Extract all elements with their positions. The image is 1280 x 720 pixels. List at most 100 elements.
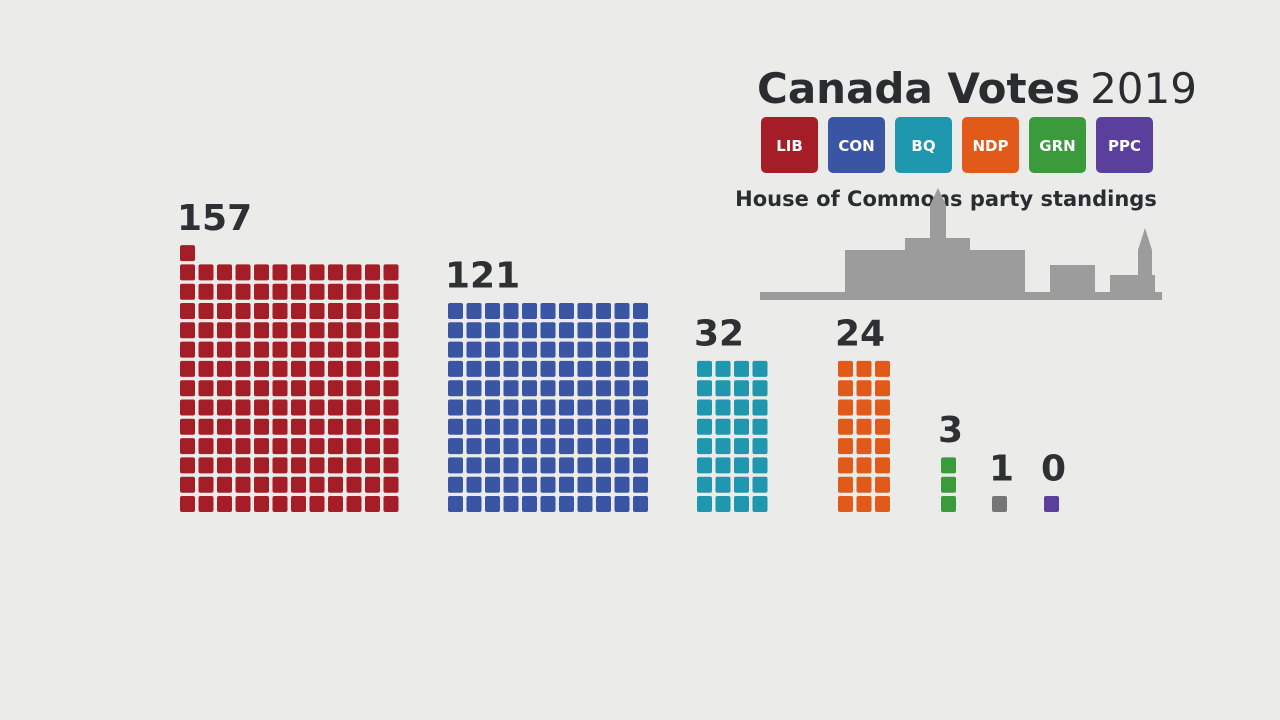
seat-square	[941, 476, 956, 493]
seat-square	[503, 438, 519, 455]
seat-square	[383, 380, 399, 397]
seat-square	[448, 303, 463, 319]
seat-square	[383, 264, 399, 281]
seat-square	[485, 341, 500, 358]
seat-square	[291, 399, 306, 416]
legend-label: BQ	[911, 137, 935, 155]
seat-square	[254, 399, 269, 416]
seat-square	[856, 457, 872, 474]
seat-square	[838, 438, 853, 455]
seat-square	[309, 399, 325, 416]
seat-square	[697, 399, 712, 416]
seat-square	[522, 360, 537, 377]
value-label: 0	[1041, 449, 1066, 490]
legend-label: GRN	[1039, 137, 1075, 155]
seat-square	[383, 476, 399, 493]
seat-square	[198, 496, 214, 512]
seat-square	[633, 496, 648, 512]
seat-square	[309, 496, 325, 512]
seat-square	[328, 264, 343, 281]
seat-square	[485, 399, 500, 416]
seat-square	[838, 360, 853, 377]
seat-square	[217, 418, 232, 435]
seat-square	[365, 418, 380, 435]
seat-square	[875, 360, 890, 377]
seat-square	[180, 380, 195, 397]
seat-square	[633, 438, 648, 455]
seat-square	[217, 283, 232, 300]
seat-square	[383, 438, 399, 455]
seat-square	[734, 399, 749, 416]
seat-square	[697, 438, 712, 455]
value-label: 1	[989, 449, 1014, 490]
seat-square	[503, 360, 519, 377]
seat-square	[734, 418, 749, 435]
seat-square	[365, 438, 380, 455]
seat-square	[734, 438, 749, 455]
seat-square	[466, 476, 482, 493]
seat-square	[485, 457, 500, 474]
seat-square	[715, 457, 731, 474]
seat-square	[235, 264, 251, 281]
seat-square	[633, 303, 648, 319]
seat-square	[272, 360, 288, 377]
seat-square	[309, 457, 325, 474]
seat-square	[540, 322, 556, 339]
seat-square	[346, 322, 362, 339]
seat-square	[365, 341, 380, 358]
seat-square	[235, 341, 251, 358]
seat-square	[614, 341, 630, 358]
seat-square	[614, 380, 630, 397]
chart-title: Canada Votes 2019	[757, 64, 1197, 113]
seat-square	[577, 360, 593, 377]
seat-square	[875, 496, 890, 512]
seat-square	[559, 360, 574, 377]
seat-square	[577, 341, 593, 358]
seat-square	[697, 476, 712, 493]
value-label: 121	[445, 256, 520, 297]
seat-square	[503, 341, 519, 358]
seat-square	[198, 360, 214, 377]
seat-square	[596, 360, 611, 377]
seat-square	[254, 360, 269, 377]
seat-square	[540, 418, 556, 435]
seat-square	[838, 496, 853, 512]
seat-square	[291, 322, 306, 339]
seat-square	[559, 341, 574, 358]
seat-square	[596, 380, 611, 397]
seat-square	[254, 264, 269, 281]
seat-square	[328, 399, 343, 416]
seat-square	[217, 303, 232, 319]
seat-square	[697, 496, 712, 512]
legend-label: CON	[838, 137, 874, 155]
seat-square	[466, 303, 482, 319]
seat-square	[485, 496, 500, 512]
seat-square	[559, 418, 574, 435]
seat-square	[485, 360, 500, 377]
seat-square	[291, 418, 306, 435]
seat-square	[448, 360, 463, 377]
seat-square	[466, 457, 482, 474]
seat-square	[838, 457, 853, 474]
seat-square	[235, 303, 251, 319]
seat-square	[596, 457, 611, 474]
seat-square	[291, 476, 306, 493]
seat-square	[540, 360, 556, 377]
seat-square	[309, 438, 325, 455]
seat-square	[540, 399, 556, 416]
seat-square	[365, 476, 380, 493]
seat-square	[614, 322, 630, 339]
seat-square	[365, 457, 380, 474]
seat-square	[180, 457, 195, 474]
seat-square	[466, 322, 482, 339]
seat-square	[180, 399, 195, 416]
seat-square	[309, 476, 325, 493]
seat-square	[346, 264, 362, 281]
seat-square	[559, 438, 574, 455]
seat-square	[198, 322, 214, 339]
seat-square	[309, 303, 325, 319]
seat-square	[540, 341, 556, 358]
seat-square	[180, 264, 195, 281]
seat-square	[485, 380, 500, 397]
seat-square	[596, 303, 611, 319]
